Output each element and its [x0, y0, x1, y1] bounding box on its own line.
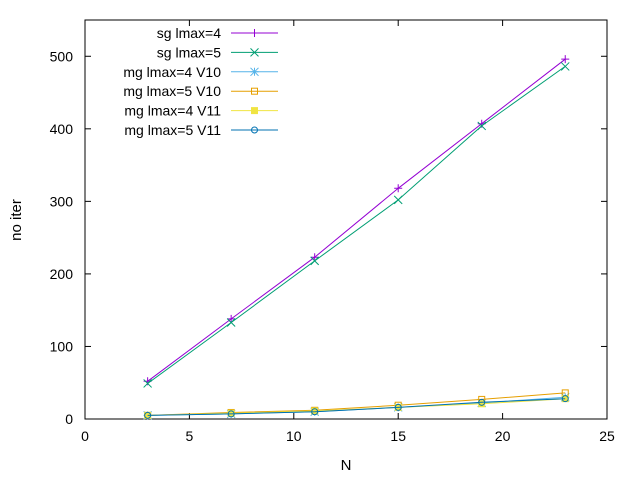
- legend-label: sg lmax=4: [157, 25, 221, 41]
- legend-item-mg-lmax-5-v11: mg lmax=5 V11: [124, 122, 278, 138]
- data-point-sg-lmax-4: [561, 55, 570, 64]
- y-tick-label: 0: [65, 411, 73, 427]
- legend-item-sg-lmax-4: sg lmax=4: [157, 25, 278, 41]
- x-tick-label: 25: [599, 428, 615, 444]
- legend-label: mg lmax=4 V10: [123, 64, 221, 80]
- y-tick-label: 100: [50, 338, 74, 354]
- data-point-sg-lmax-5: [226, 318, 236, 327]
- data-point-sg-lmax-5: [143, 379, 152, 388]
- legend-marker-sg-lmax-4: [250, 29, 259, 37]
- y-tick-label: 200: [50, 266, 74, 282]
- data-point-sg-lmax-4: [394, 184, 403, 193]
- legend-marker-mg-lmax-5-v11: [251, 126, 258, 134]
- legend-item-mg-lmax-5-v10: mg lmax=5 V10: [123, 83, 278, 99]
- series-layer: [143, 55, 570, 420]
- y-axis-title: no iter: [8, 199, 25, 241]
- legend-item-mg-lmax-4-v11: mg lmax=4 V11: [124, 103, 278, 119]
- legend: sg lmax=4 sg lmax=5 mg lmax=4 V10 mg lmax=5…: [123, 25, 278, 138]
- legend-marker-sg-lmax-5: [250, 48, 259, 57]
- legend-marker-mg-lmax-4-v11: [251, 107, 258, 115]
- legend-item-sg-lmax-5: sg lmax=5: [157, 44, 278, 60]
- x-tick-label: 5: [186, 428, 194, 444]
- series-sg-lmax-5: [143, 62, 570, 388]
- axis-ticks: 0 5 10 15 20 25 0 100 200 300 400 500: [50, 20, 615, 444]
- series-mg-lmax-5-v11: [144, 395, 569, 419]
- data-point-sg-lmax-5: [393, 195, 403, 205]
- series-line-sg-lmax-5: [147, 65, 566, 384]
- data-point-mg-lmax-5-v11: [478, 398, 486, 406]
- legend-marker-mg-lmax-5-v10: [251, 87, 258, 95]
- x-tick-label: 0: [81, 428, 89, 444]
- legend-marker-mg-lmax-4-v10: [250, 67, 259, 77]
- legend-label: mg lmax=5 V10: [123, 83, 221, 99]
- series-line-mg-lmax-5-v10: [147, 392, 566, 416]
- data-point-mg-lmax-5-v11: [561, 395, 569, 403]
- data-point-sg-lmax-5: [560, 62, 570, 71]
- plot-frame: [84, 19, 608, 420]
- x-tick-label: 15: [390, 428, 406, 444]
- data-point-sg-lmax-5: [310, 256, 320, 266]
- series-mg-lmax-4-v11: [144, 395, 569, 419]
- x-tick-label: 20: [495, 428, 511, 444]
- legend-label: mg lmax=5 V11: [124, 122, 221, 138]
- data-point-sg-lmax-4: [310, 253, 319, 262]
- data-point-sg-lmax-4: [227, 314, 236, 323]
- x-axis-title: N: [341, 457, 352, 474]
- y-tick-label: 500: [50, 48, 74, 64]
- data-point-mg-lmax-5-v11: [394, 403, 402, 411]
- x-tick-label: 10: [286, 428, 302, 444]
- legend-label: mg lmax=4 V11: [124, 103, 221, 119]
- data-point-mg-lmax-5-v11: [144, 411, 152, 419]
- data-point-mg-lmax-5-v11: [227, 410, 235, 418]
- data-point-sg-lmax-5: [477, 121, 487, 131]
- y-tick-label: 300: [50, 193, 74, 209]
- series-line-mg-lmax-4-v10: [147, 396, 566, 416]
- y-tick-label: 400: [50, 121, 74, 137]
- series-line-sg-lmax-4: [147, 58, 566, 382]
- legend-label: sg lmax=5: [157, 44, 221, 60]
- series-line-mg-lmax-5-v11: [147, 398, 566, 416]
- data-point-mg-lmax-5-v11: [311, 408, 319, 416]
- legend-item-mg-lmax-4-v10: mg lmax=4 V10: [123, 64, 278, 80]
